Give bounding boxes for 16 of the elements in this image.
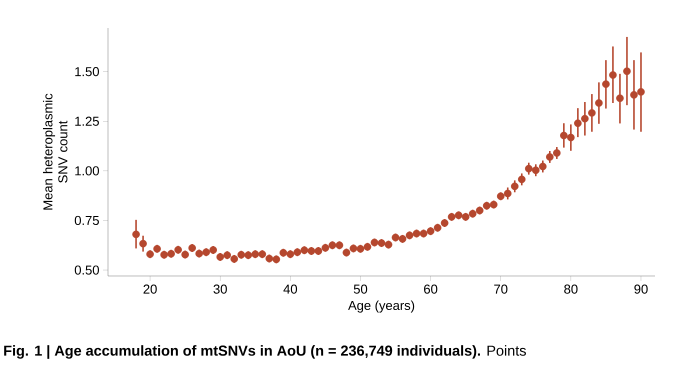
y-tick-label: 1.00 xyxy=(75,166,99,176)
x-tick-label: 90 xyxy=(634,284,648,294)
y-tick-label: 0.75 xyxy=(74,216,99,226)
x-tick-label: 20 xyxy=(144,284,157,294)
y-axis-title: Mean heteroplasmic SNV count xyxy=(42,94,68,210)
x-tick-label: 80 xyxy=(564,284,578,294)
y-tick-label: 0.50 xyxy=(74,265,99,275)
x-tick-label: 50 xyxy=(354,284,368,294)
y-tick-label: 1.50 xyxy=(75,67,99,76)
x-tick-label: 70 xyxy=(494,284,508,294)
x-axis-title: Age (years) xyxy=(348,300,414,313)
x-tick-label: 30 xyxy=(214,284,227,294)
x-tick-label: 60 xyxy=(424,284,438,294)
x-tick-label: 40 xyxy=(283,284,298,294)
y-tick-label: 1.25 xyxy=(75,116,99,126)
text: Fig. 1 | Age accumulation of mtSNVs in AoU (n = 236,749 individuals). Points xyxy=(4,345,526,359)
